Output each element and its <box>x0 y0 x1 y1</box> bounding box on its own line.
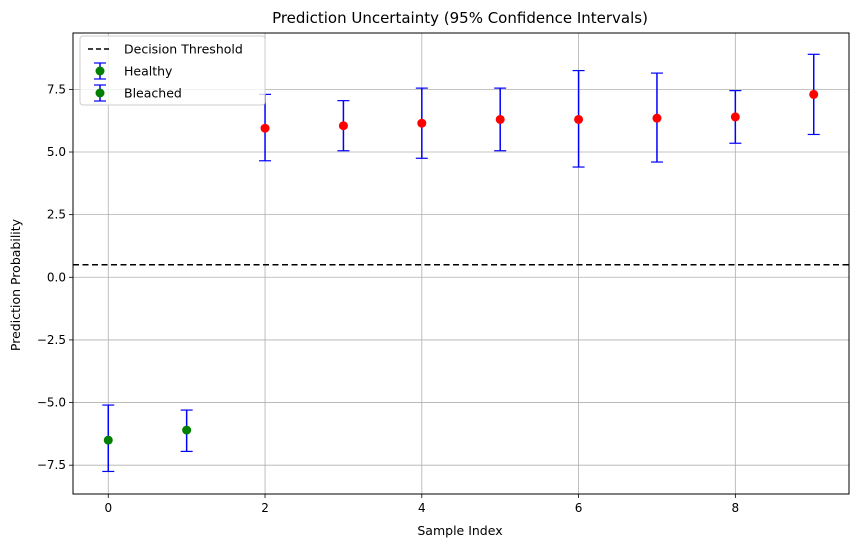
y-tick-label: −7.5 <box>37 458 66 472</box>
legend-box <box>79 35 266 106</box>
bleached-point <box>809 89 819 99</box>
y-tick-label: 5.0 <box>47 145 66 159</box>
y-tick-label: 0.0 <box>47 270 66 284</box>
y-tick-label: 2.5 <box>47 208 66 222</box>
y-tick-label: −2.5 <box>37 333 66 347</box>
chart-title: Prediction Uncertainty (95% Confidence I… <box>272 9 648 27</box>
axis-ticks: 0 2 4 6 8 −7.5 −5.0 −2.5 0.0 2.5 5.0 7.5 <box>37 82 739 515</box>
legend: Decision Threshold Healthy Bleached <box>79 35 266 106</box>
x-tick-label: 2 <box>261 501 269 515</box>
bleached-point <box>417 118 427 128</box>
bleached-point <box>652 113 662 123</box>
bleached-point <box>730 112 740 122</box>
healthy-point <box>182 425 192 435</box>
legend-healthy-marker <box>95 66 105 76</box>
x-tick-label: 0 <box>104 501 112 515</box>
x-axis-label: Sample Index <box>417 523 502 538</box>
bleached-point <box>260 123 270 133</box>
legend-healthy-label: Healthy <box>124 64 173 79</box>
plot-area <box>73 53 849 473</box>
x-tick-label: 6 <box>575 501 583 515</box>
legend-bleached-label: Bleached <box>124 86 182 101</box>
healthy-point <box>103 435 113 445</box>
y-tick-label: −5.0 <box>37 396 66 410</box>
y-axis-label: Prediction Probability <box>8 218 23 351</box>
legend-threshold-label: Decision Threshold <box>124 42 243 57</box>
legend-bleached-marker <box>95 88 105 98</box>
x-tick-label: 4 <box>418 501 426 515</box>
bleached-point <box>338 121 348 131</box>
axes-frame <box>72 32 850 495</box>
x-tick-label: 8 <box>732 501 740 515</box>
bleached-point <box>495 114 505 124</box>
y-tick-label: 7.5 <box>47 82 66 96</box>
bleached-point <box>574 114 584 124</box>
